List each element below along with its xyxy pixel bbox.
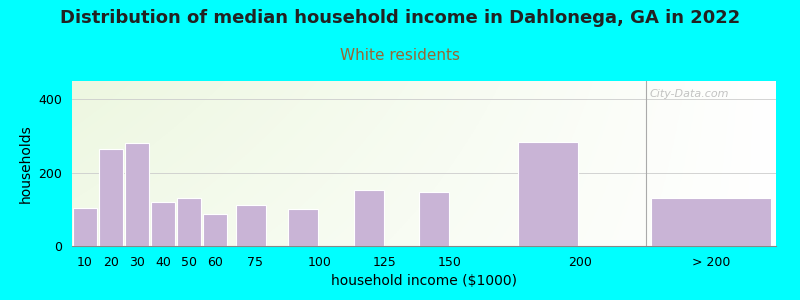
Bar (418, 192, 449, 246)
Bar (651, 198, 770, 246)
Y-axis label: households: households (19, 124, 33, 203)
Bar (518, 142, 578, 246)
Bar (289, 209, 318, 246)
Bar (203, 214, 227, 246)
Bar (125, 143, 149, 246)
Bar (151, 202, 175, 246)
Bar (236, 205, 266, 246)
Text: White residents: White residents (340, 48, 460, 63)
Text: Distribution of median household income in Dahlonega, GA in 2022: Distribution of median household income … (60, 9, 740, 27)
Text: City-Data.com: City-Data.com (650, 89, 729, 99)
X-axis label: household income ($1000): household income ($1000) (331, 274, 517, 288)
Bar (73, 208, 97, 246)
Bar (354, 190, 383, 246)
Bar (178, 198, 202, 246)
Bar (99, 149, 123, 246)
